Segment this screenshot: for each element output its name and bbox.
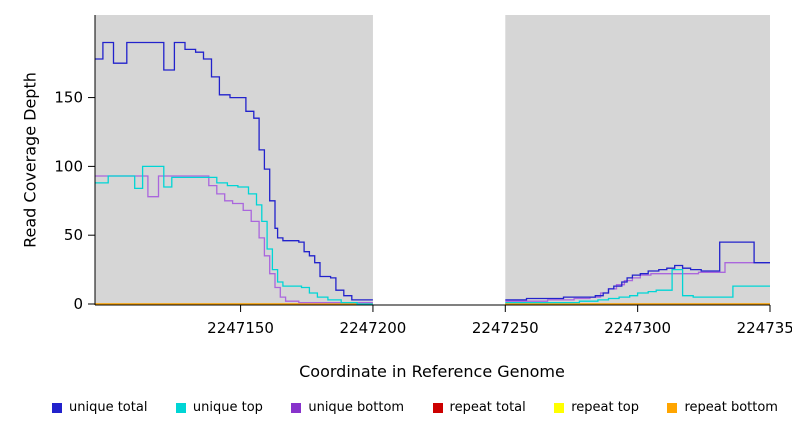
y-axis-title: Read Coverage Depth (20, 72, 40, 248)
legend-swatch-unique-top (175, 402, 186, 413)
series-unique-top (95, 165, 373, 305)
x-tick-label: 2247150 (207, 319, 274, 337)
x-axis-title: Coordinate in Reference Genome (299, 362, 565, 381)
legend-label: unique top (192, 400, 263, 415)
legend-item-unique-total: unique total (52, 400, 147, 415)
legend: unique total unique top unique bottom repea… (52, 400, 778, 415)
legend-label: repeat top (571, 400, 639, 415)
y-tick-label: 50 (64, 226, 83, 244)
series-unique-total (505, 241, 770, 301)
series-unique-total (95, 41, 373, 301)
x-tick-label: 2247250 (472, 319, 539, 337)
legend-swatch-repeat-total (432, 402, 443, 413)
legend-item-unique-top: unique top (175, 400, 263, 415)
series-unique-bottom (95, 175, 373, 304)
legend-item-unique-bottom: unique bottom (291, 400, 404, 415)
legend-item-repeat-top: repeat top (554, 400, 639, 415)
legend-swatch-unique-bottom (291, 402, 302, 413)
legend-swatch-repeat-bottom (667, 402, 678, 413)
y-tick-label: 0 (73, 295, 83, 313)
legend-swatch-repeat-top (554, 402, 565, 413)
legend-label: repeat total (449, 400, 526, 415)
series-unique-top (505, 268, 770, 304)
x-tick-label: 2247200 (340, 319, 407, 337)
legend-label: repeat bottom (684, 400, 778, 415)
no-data-region (372, 15, 506, 305)
x-tick-label: 2247300 (604, 319, 671, 337)
y-tick-label: 150 (54, 89, 83, 107)
y-tick-label: 100 (54, 157, 83, 175)
legend-label: unique total (69, 400, 148, 415)
legend-swatch-unique-total (52, 402, 62, 413)
legend-item-repeat-bottom: repeat bottom (667, 400, 778, 415)
legend-label: unique bottom (308, 400, 405, 415)
legend-item-repeat-total: repeat total (432, 400, 526, 415)
